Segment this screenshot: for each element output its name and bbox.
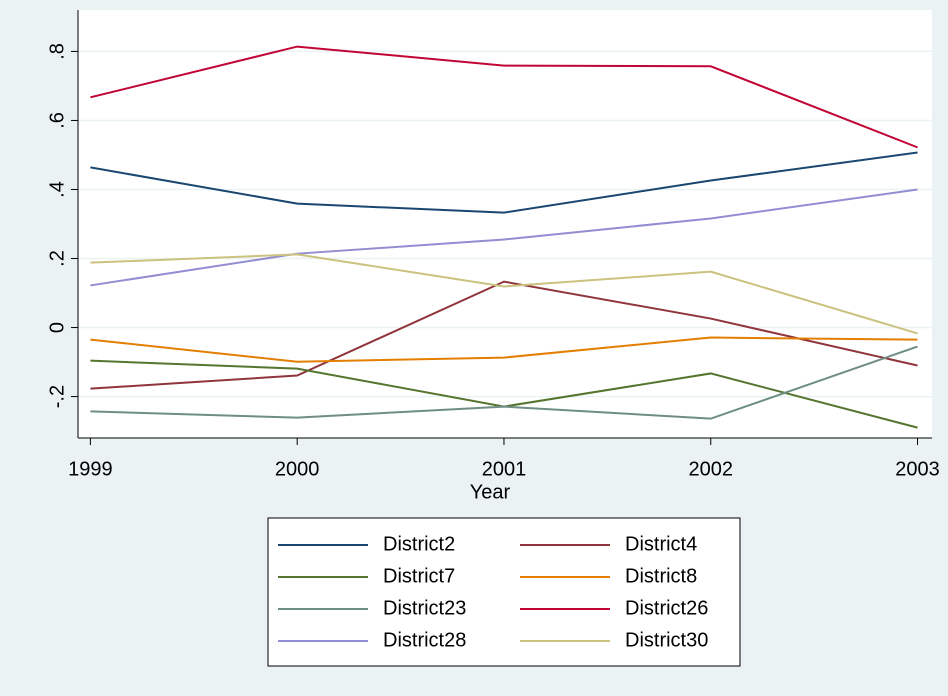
series-line xyxy=(90,151,918,214)
x-tick-label: 1999 xyxy=(68,458,113,480)
series-line xyxy=(90,345,918,420)
legend-label: District2 xyxy=(383,533,455,555)
y-tick-label: .4 xyxy=(46,181,68,198)
legend-label: District4 xyxy=(625,533,697,555)
series-line xyxy=(90,45,918,149)
y-tick-label: .6 xyxy=(46,112,68,129)
legend-label: District30 xyxy=(625,629,708,651)
series-line xyxy=(90,280,918,390)
legend-label: District23 xyxy=(383,597,466,619)
legend-label: District26 xyxy=(625,597,708,619)
x-tick-label: 2003 xyxy=(895,458,940,480)
x-tick-label: 2002 xyxy=(688,458,733,480)
legend-label: District28 xyxy=(383,629,466,651)
legend-label: District7 xyxy=(383,565,455,587)
y-tick-label: 0 xyxy=(46,322,68,333)
x-tick-label: 2001 xyxy=(482,458,527,480)
series-line xyxy=(90,336,918,363)
series-line xyxy=(90,188,918,287)
x-tick-label: 2000 xyxy=(275,458,320,480)
series-line xyxy=(90,253,918,335)
y-tick-label: .2 xyxy=(46,250,68,267)
legend-label: District8 xyxy=(625,565,697,587)
plot-area xyxy=(78,10,932,438)
y-tick-label: -.2 xyxy=(46,385,68,408)
x-axis-label: Year xyxy=(470,481,511,503)
y-tick-label: .8 xyxy=(46,43,68,60)
